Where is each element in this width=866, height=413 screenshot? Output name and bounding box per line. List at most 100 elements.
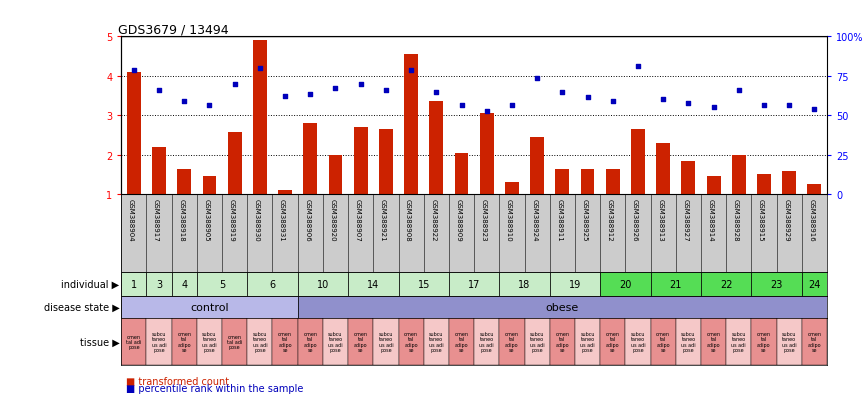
Bar (682, 161, 695, 195)
Bar (121, 272, 146, 297)
Text: omen
tal
adipo
se: omen tal adipo se (455, 331, 469, 352)
Text: subcu
taneo
us adi
pose: subcu taneo us adi pose (782, 331, 797, 352)
Text: 5: 5 (219, 279, 225, 289)
Text: subcu
taneo
us adi
pose: subcu taneo us adi pose (429, 331, 443, 352)
Bar (732, 155, 746, 195)
Bar (802, 318, 827, 366)
Text: control: control (191, 302, 229, 312)
Bar (178, 169, 191, 195)
Point (430, 89, 443, 96)
Point (354, 81, 368, 88)
Text: GSM388910: GSM388910 (506, 199, 512, 241)
Text: GSM388921: GSM388921 (380, 199, 386, 241)
Text: 23: 23 (771, 279, 783, 289)
Bar (171, 318, 197, 366)
Bar (625, 318, 650, 366)
Bar (354, 128, 368, 195)
Text: GSM388906: GSM388906 (304, 199, 310, 241)
Point (253, 65, 267, 72)
Point (682, 101, 695, 107)
Bar (606, 169, 620, 195)
Bar (152, 147, 166, 195)
Text: GSM388912: GSM388912 (607, 199, 613, 241)
Bar (550, 318, 575, 366)
Text: omen
tal
adipo
se: omen tal adipo se (404, 331, 418, 352)
Text: GSM388929: GSM388929 (783, 199, 789, 241)
Text: omen
tal adi
pose: omen tal adi pose (227, 334, 242, 349)
Point (631, 64, 645, 70)
Point (278, 93, 292, 100)
Bar (580, 169, 594, 195)
Text: subcu
taneo
us adi
pose: subcu taneo us adi pose (328, 331, 343, 352)
Point (203, 103, 216, 109)
Text: subcu
taneo
us adi
pose: subcu taneo us adi pose (732, 331, 746, 352)
Bar (197, 318, 222, 366)
Point (228, 81, 242, 88)
Text: 3: 3 (156, 279, 162, 289)
Bar (777, 318, 802, 366)
Bar (701, 272, 752, 297)
Text: individual ▶: individual ▶ (61, 279, 120, 289)
Text: disease state ▶: disease state ▶ (44, 302, 120, 312)
Point (379, 87, 393, 94)
Bar (127, 73, 141, 195)
Bar (197, 272, 248, 297)
Text: omen
tal
adipo
se: omen tal adipo se (303, 331, 317, 352)
Text: omen
tal
adipo
se: omen tal adipo se (757, 331, 771, 352)
Text: omen
tal
adipo
se: omen tal adipo se (353, 331, 368, 352)
Text: omen
tal
adipo
se: omen tal adipo se (278, 331, 292, 352)
Point (656, 97, 670, 104)
Point (480, 109, 494, 115)
Text: GSM388920: GSM388920 (329, 199, 335, 241)
Bar (298, 297, 827, 318)
Bar (348, 318, 373, 366)
Text: 21: 21 (669, 279, 682, 289)
Bar (430, 102, 443, 195)
Bar (530, 138, 544, 195)
Text: 18: 18 (519, 279, 531, 289)
Point (127, 67, 141, 74)
Bar (505, 183, 519, 195)
Bar (449, 272, 500, 297)
Text: GSM388905: GSM388905 (204, 199, 210, 241)
Bar (650, 272, 701, 297)
Bar (555, 169, 569, 195)
Text: GSM388923: GSM388923 (481, 199, 487, 241)
Text: ■ transformed count: ■ transformed count (126, 376, 229, 386)
Text: subcu
taneo
us adi
pose: subcu taneo us adi pose (202, 331, 216, 352)
Text: omen
tal
adipo
se: omen tal adipo se (505, 331, 519, 352)
Point (530, 75, 544, 82)
Text: GDS3679 / 13494: GDS3679 / 13494 (118, 23, 229, 36)
Text: GSM388931: GSM388931 (279, 199, 285, 241)
Bar (675, 318, 701, 366)
Bar (807, 185, 821, 195)
Bar (404, 55, 418, 195)
Text: GSM388928: GSM388928 (733, 199, 739, 241)
Text: obese: obese (546, 302, 579, 312)
Point (707, 105, 721, 112)
Bar (253, 41, 267, 195)
Text: omen
tal adi
pose: omen tal adi pose (126, 334, 141, 349)
Text: 10: 10 (317, 279, 329, 289)
Bar (248, 272, 298, 297)
Text: GSM388911: GSM388911 (556, 199, 562, 241)
Bar (500, 272, 550, 297)
Text: GSM388915: GSM388915 (758, 199, 764, 241)
Text: 17: 17 (468, 279, 481, 289)
Bar (121, 318, 146, 366)
Bar (475, 318, 500, 366)
Text: GSM388919: GSM388919 (229, 199, 235, 241)
Text: GSM388907: GSM388907 (355, 199, 361, 241)
Bar (298, 272, 348, 297)
Bar (373, 318, 398, 366)
Point (580, 95, 594, 102)
Text: subcu
taneo
us adi
pose: subcu taneo us adi pose (681, 331, 695, 352)
Text: tissue ▶: tissue ▶ (80, 337, 120, 347)
Bar (600, 318, 625, 366)
Bar (228, 133, 242, 195)
Bar (650, 318, 675, 366)
Point (455, 103, 469, 109)
Bar (146, 272, 171, 297)
Text: subcu
taneo
us adi
pose: subcu taneo us adi pose (152, 331, 166, 352)
Text: 14: 14 (367, 279, 379, 289)
